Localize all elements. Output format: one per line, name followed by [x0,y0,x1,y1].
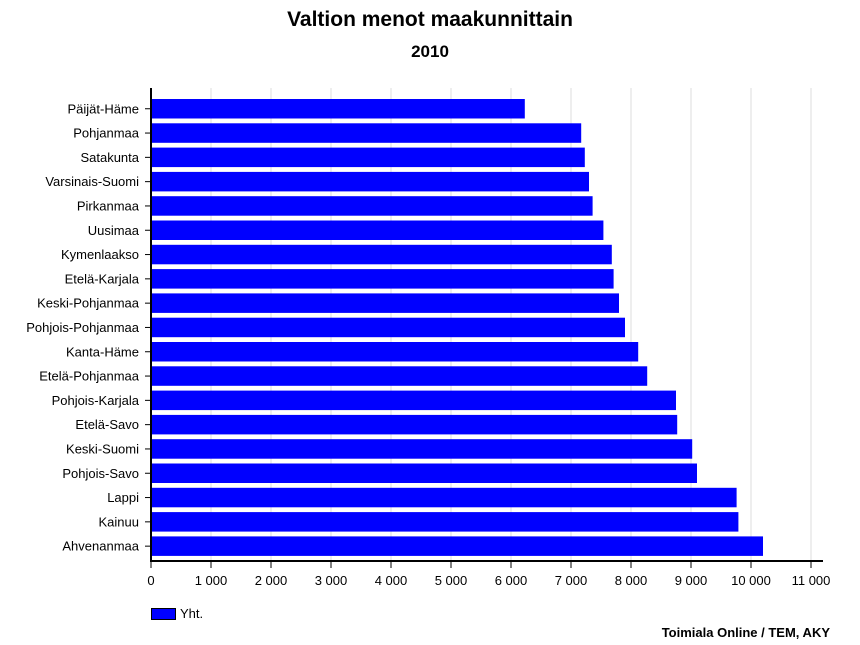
bar-keski-suomi [151,439,693,459]
category-label: Kymenlaakso [61,247,139,262]
x-tick-label: 4 000 [375,573,408,588]
bar-etelä-karjala [151,269,614,289]
category-label: Varsinais-Suomi [45,174,139,189]
category-label: Etelä-Karjala [65,271,140,286]
source-credit: Toimiala Online / TEM, AKY [661,625,830,640]
x-tick-label: 5 000 [435,573,468,588]
legend: Yht. [151,606,203,621]
x-tick-label: 10 000 [731,573,771,588]
category-label: Uusimaa [88,223,140,238]
category-label: Pirkanmaa [77,198,140,213]
x-tick-label: 3 000 [315,573,348,588]
category-label: Keski-Suomi [66,441,139,456]
legend-swatch [151,607,176,620]
bar-pohjois-pohjanmaa [151,317,625,338]
category-label: Pohjois-Savo [62,466,139,481]
bar-pohjois-karjala [151,390,676,411]
category-label: Pohjanmaa [73,126,140,141]
chart-subtitle: 2010 [411,42,449,61]
category-label: Etelä-Savo [75,417,139,432]
category-label: Pohjois-Pohjanmaa [26,320,140,335]
category-label: Kanta-Häme [66,344,139,359]
bar-etelä-pohjanmaa [151,366,648,386]
category-label: Päijät-Häme [67,101,139,116]
chart-title: Valtion menot maakunnittain [287,8,573,31]
x-tick-label: 0 [147,573,154,588]
bar-keski-pohjanmaa [151,293,619,313]
category-label: Pohjois-Karjala [52,393,140,408]
category-label: Keski-Pohjanmaa [37,296,140,311]
bar-varsinais-suomi [151,171,589,192]
category-label: Ahvenanmaa [62,539,139,554]
bar-kymenlaakso [151,244,612,265]
bar-ahvenanmaa [151,536,763,556]
bar-pirkanmaa [151,196,593,216]
x-tick-label: 2 000 [255,573,288,588]
bar-lappi [151,487,737,508]
x-tick-label: 8 000 [615,573,648,588]
x-tick-label: 9 000 [675,573,708,588]
bar-pohjanmaa [151,123,582,143]
x-tick-label: 6 000 [495,573,528,588]
x-tick-label: 11 000 [792,573,831,588]
x-tick-label: 1 000 [195,573,228,588]
category-label: Etelä-Pohjanmaa [39,369,139,384]
bar-kainuu [151,512,739,532]
legend-label: Yht. [180,606,204,621]
x-tick-label: 7 000 [555,573,588,588]
bar-pohjois-savo [151,463,697,483]
bar-uusimaa [151,220,604,240]
bar-satakunta [151,147,585,168]
bar-päijät-häme [151,99,525,119]
category-label: Lappi [107,490,139,505]
category-label: Satakunta [80,150,139,165]
category-label: Kainuu [99,514,139,529]
bar-kanta-häme [151,342,639,362]
bar-etelä-savo [151,414,678,435]
